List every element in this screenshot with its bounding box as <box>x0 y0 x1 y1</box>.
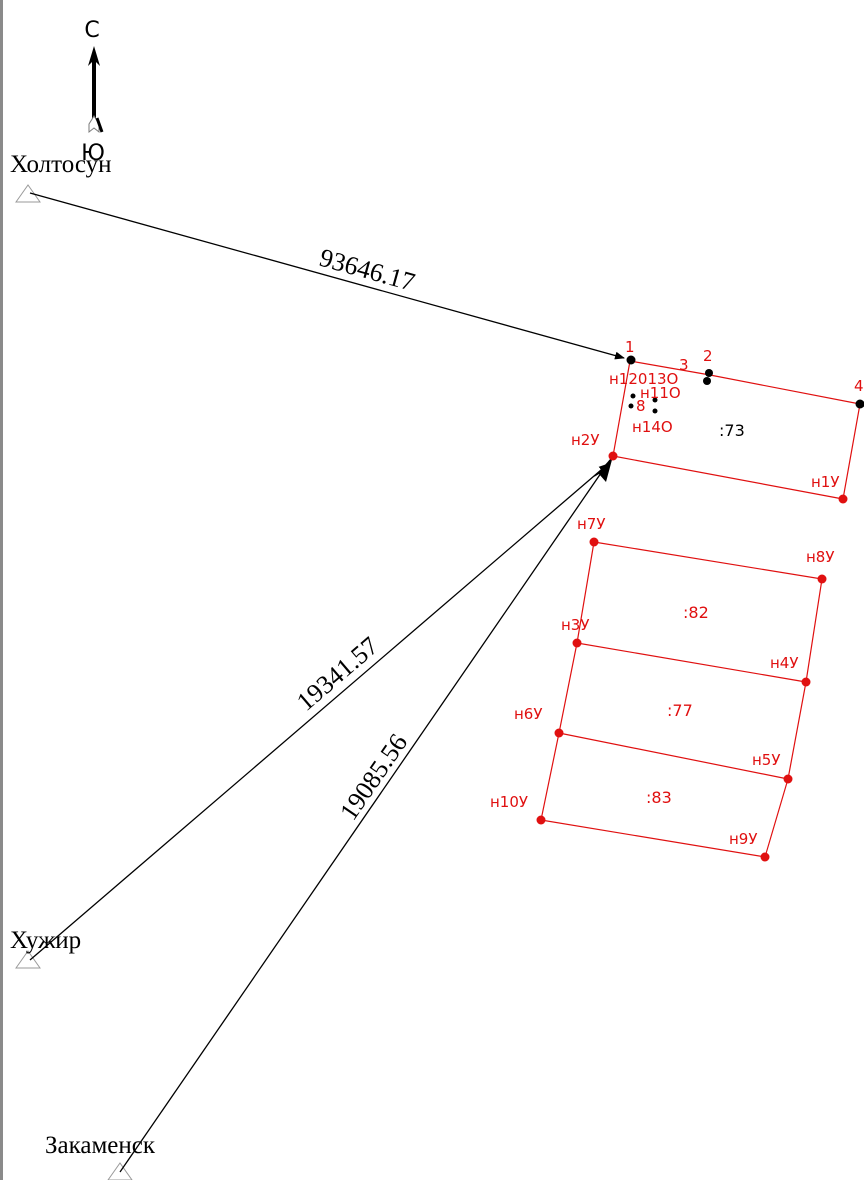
parcel-label-82: :82 <box>683 603 709 622</box>
point-label-n14O: н14О <box>632 418 673 436</box>
reference-point-zakamensk: Закаменск <box>45 1132 156 1159</box>
point-label-n4U: н4У <box>770 654 799 672</box>
distance-label-holtosun: 93646.17 <box>316 243 418 297</box>
point-label-cluster-row1: н12013О <box>609 370 678 388</box>
point-label-1: 1 <box>625 338 635 356</box>
map-frame-border <box>0 0 3 1180</box>
distance-label-zakamensk: 19085.56 <box>334 729 413 826</box>
point-label-n7U: н7У <box>577 515 606 533</box>
point-label-n5U: н5У <box>752 751 781 769</box>
compass-north-label: С <box>84 18 99 43</box>
existing-points <box>626 355 864 414</box>
reference-point-huzhir: Хужир <box>10 927 81 954</box>
reference-point-holtosun: Холтосун <box>10 151 112 178</box>
arrow-icon <box>594 456 613 482</box>
triangle-marker-icon <box>15 184 133 1180</box>
distance-label-huzhir: 19341.57 <box>291 631 384 716</box>
point-label-3: 3 <box>679 356 689 374</box>
north-arrow-icon <box>88 46 104 134</box>
point-label-2: 2 <box>703 347 713 365</box>
parcel-label-73: :73 <box>719 421 745 440</box>
point-label-n3U: н3У <box>561 616 590 634</box>
parcel-label-77: :77 <box>667 701 693 720</box>
distance-lines <box>29 192 625 1173</box>
point-label-cluster-row3: 8 <box>636 397 646 415</box>
point-label-cluster-row2: н11О <box>640 384 681 402</box>
point-label-n2U: н2У <box>571 431 600 449</box>
point-label-n9U: н9У <box>729 830 758 848</box>
point-label-n10U: н10У <box>490 793 528 811</box>
point-label-n1U: н1У <box>811 473 840 491</box>
point-label-n8U: н8У <box>806 548 835 566</box>
point-label-n6U: н6У <box>514 705 543 723</box>
point-label-4: 4 <box>854 377 864 395</box>
compass-south-label: Ю <box>81 141 105 166</box>
parcel-label-83: :83 <box>646 788 672 807</box>
boundary-points <box>536 451 848 862</box>
